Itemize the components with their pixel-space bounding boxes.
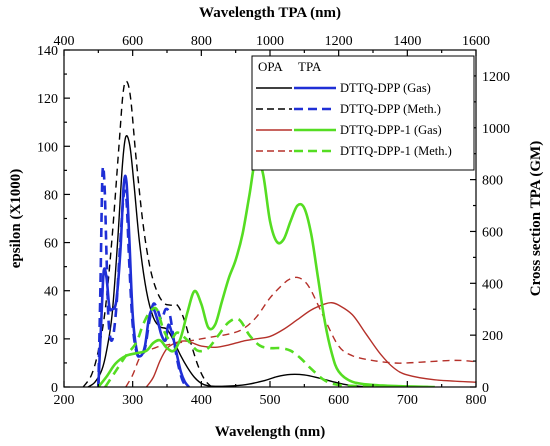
y-tick-label: 40 xyxy=(44,285,58,300)
series-line-tpa-dttq-dpp-1-gas xyxy=(97,154,435,387)
legend-header-tpa: TPA xyxy=(298,59,322,74)
series-line-tpa-dttq-dpp-1-meth xyxy=(104,306,428,387)
x-tick-label: 600 xyxy=(328,393,349,408)
legend: OPA TPA DTTQ-DPP (Gas) DTTQ-DPP (Meth.) DTTQ… xyxy=(251,55,475,171)
series-line-opa-dttq-dpp-1-gas xyxy=(145,301,476,387)
y-tick-label: 20 xyxy=(44,333,58,348)
y2-tick-label: 800 xyxy=(482,174,503,189)
x2-tick-label: 600 xyxy=(122,34,143,49)
y2-tick-label: 600 xyxy=(482,225,503,240)
y2-tick-label: 1000 xyxy=(482,122,510,137)
legend-label: DTTQ-DPP (Meth.) xyxy=(340,102,441,116)
y2-tick-label: 0 xyxy=(482,381,489,396)
x-tick-label: 200 xyxy=(54,393,75,408)
y2-tick-label: 200 xyxy=(482,329,503,344)
x-tick-label: 800 xyxy=(466,393,487,408)
x-tick-label: 300 xyxy=(122,393,143,408)
x-tick-label: 400 xyxy=(191,393,212,408)
y2-axis-title: Cross section TPA (GM) xyxy=(528,141,544,296)
y-axis-title: epsilon (X1000) xyxy=(8,169,24,269)
x2-tick-label: 1600 xyxy=(462,34,490,49)
x2-axis-title: Wavelength TPA (nm) xyxy=(199,5,341,21)
x2-tick-label: 400 xyxy=(54,34,75,49)
y-tick-label: 120 xyxy=(37,92,58,107)
legend-label: DTTQ-DPP-1 (Meth.) xyxy=(340,144,452,158)
y-tick-label: 80 xyxy=(44,188,58,203)
x2-tick-label: 1200 xyxy=(325,34,353,49)
x2-tick-label: 800 xyxy=(191,34,212,49)
legend-label: DTTQ-DPP (Gas) xyxy=(340,81,431,95)
x2-tick-label: 1400 xyxy=(393,34,421,49)
y-tick-label: 60 xyxy=(44,237,58,252)
y-tick-label: 140 xyxy=(37,44,58,59)
x-tick-label: 700 xyxy=(397,393,418,408)
x2-tick-label: 1000 xyxy=(256,34,284,49)
y2-tick-label: 400 xyxy=(482,277,503,292)
plot-curves xyxy=(82,80,476,387)
x-tick-label: 500 xyxy=(260,393,281,408)
series-line-tpa-dttq-dpp-meth xyxy=(97,165,188,387)
legend-header-opa: OPA xyxy=(258,59,283,74)
series-line-opa-dttq-dpp-1-meth xyxy=(125,276,476,387)
y-tick-label: 100 xyxy=(37,140,58,155)
y2-tick-label: 1200 xyxy=(482,70,510,85)
y-tick-label: 0 xyxy=(51,381,58,396)
legend-label: DTTQ-DPP-1 (Gas) xyxy=(340,123,442,137)
x-axis-title: Wavelength (nm) xyxy=(215,424,325,440)
